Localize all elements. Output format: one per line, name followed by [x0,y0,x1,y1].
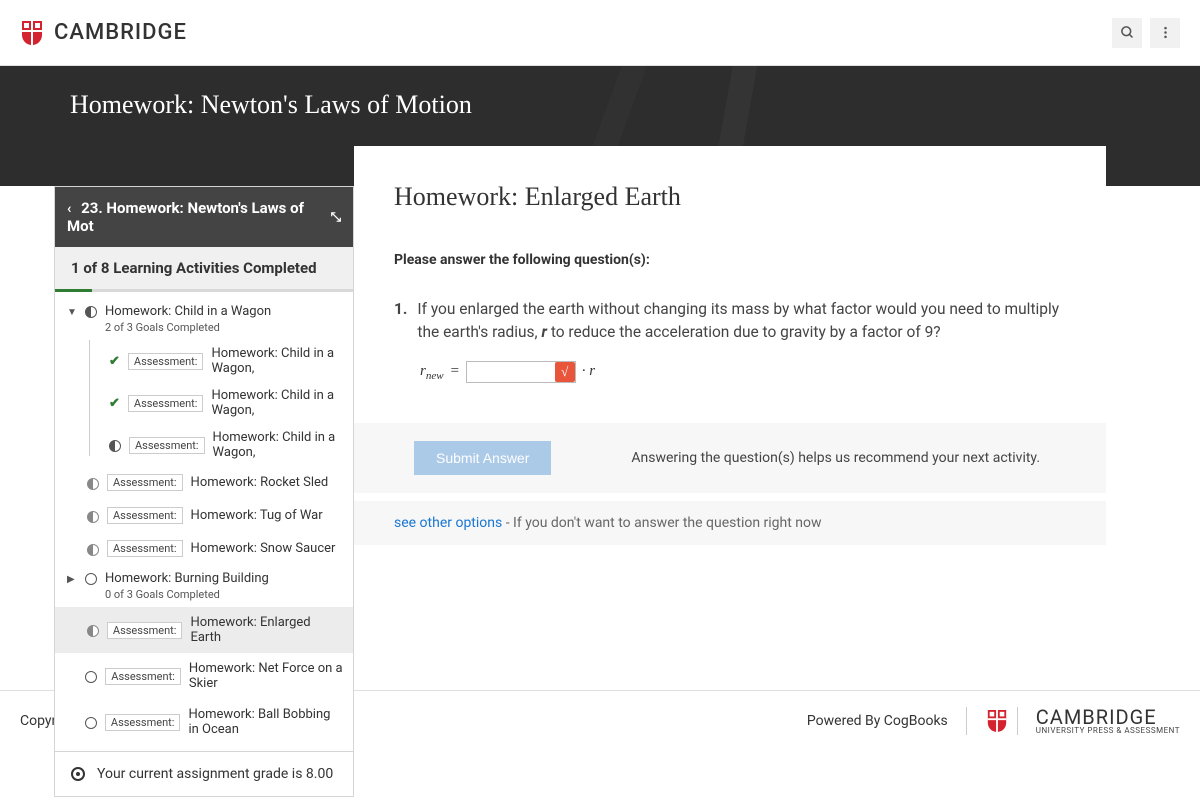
activity-title: Homework: Child in a Wagon, [211,388,343,418]
activity-row[interactable]: Assessment: Homework: Ball Bobbing in Oce… [55,699,353,745]
footer-shield-icon [985,707,1009,735]
chevron-left-icon: ‹ [67,201,71,217]
activity-title: Homework: Net Force on a Skier [189,661,343,691]
activity-title: Homework: Enlarged Earth [394,182,1066,212]
assessment-tag: Assessment: [105,668,181,685]
assessment-tag: Assessment: [107,507,183,524]
status-circle-icon [87,511,99,523]
question-text: If you enlarged the earth without changi… [417,298,1066,345]
expand-caret-icon[interactable]: ▼ [67,307,77,318]
assessment-tag: Assessment: [105,714,181,731]
activity-title: Homework: Rocket Sled [191,475,329,490]
search-icon[interactable] [1112,18,1142,48]
activity-row[interactable]: Assessment: Homework: Net Force on a Skie… [55,653,353,699]
sqrt-button[interactable]: √ [555,362,575,382]
progress-text: 1 of 8 Learning Activities Completed [55,247,353,289]
check-icon: ✔ [109,396,120,411]
activity-title: Homework: Ball Bobbing in Ocean [188,707,343,737]
brand-shield-icon [20,19,44,47]
equation-input-row: rnew = √ · r [420,361,1066,383]
status-circle-icon [85,717,97,729]
activity-tree: ▼ Homework: Child in a Wagon 2 of 3 Goals … [55,292,353,751]
top-bar: CAMBRIDGE [0,0,1200,66]
section-subtitle: 0 of 3 Goals Completed [105,588,269,601]
activity-title: Homework: Child in a Wagon, [211,346,343,376]
see-other-options-link[interactable]: see other options [394,515,502,531]
activity-row[interactable]: Assessment: Homework: Tug of War [55,499,353,532]
section-subtitle: 2 of 3 Goals Completed [105,321,271,334]
footer-brand: CAMBRIDGE UNIVERSITY PRESS & ASSESSMENT [1017,707,1180,735]
section-title: Homework: Child in a Wagon [105,304,271,319]
submit-button[interactable]: Submit Answer [414,441,551,475]
section-node[interactable]: ▶ Homework: Burning Building 0 of 3 Goals … [55,565,353,607]
assessment-tag: Assessment: [107,540,183,557]
expand-caret-icon[interactable]: ▶ [67,574,77,585]
status-circle-icon [85,671,97,683]
question-number: 1. [394,298,407,345]
section-title: Homework: Burning Building [105,571,269,586]
grade-text: Your current assignment grade is 8.00 [97,766,333,782]
assessment-tag: Assessment: [128,395,204,412]
activity-title: Homework: Tug of War [191,508,323,523]
assessment-tag: Assessment: [128,353,204,370]
top-actions [1112,18,1180,48]
grade-footer: Your current assignment grade is 8.00 [55,751,353,796]
other-options-strip: see other options - If you don't want to… [354,493,1106,545]
target-icon [71,767,85,781]
submit-strip: Submit Answer Answering the question(s) … [354,423,1106,493]
brand-text: CAMBRIDGE [54,20,187,45]
activity-title: Homework: Child in a Wagon, [213,430,343,460]
footer-powered: Powered By CogBooks [807,713,948,729]
status-circle-icon [87,478,99,490]
section-node[interactable]: ▼ Homework: Child in a Wagon 2 of 3 Goals … [55,298,353,340]
sidebar-back-label: 23. Homework: Newton's Laws of Mot [67,199,304,235]
activity-row[interactable]: Assessment: Homework: Enlarged Earth [55,607,353,653]
activity-row[interactable]: ✔ Assessment: Homework: Child in a Wagon, [85,340,353,382]
status-circle-icon [85,306,97,318]
collapse-icon[interactable]: ⤡ [331,210,341,225]
activity-row[interactable]: Assessment: Homework: Child in a Wagon, [85,424,353,466]
assessment-tag: Assessment: [107,622,183,639]
assessment-tag: Assessment: [129,437,205,454]
status-circle-icon [109,440,121,452]
activity-row[interactable]: Assessment: Homework: Rocket Sled [55,466,353,499]
sidebar-back[interactable]: ‹ 23. Homework: Newton's Laws of Mot ⤡ [55,187,353,247]
assessment-tag: Assessment: [107,474,183,491]
more-icon[interactable] [1150,18,1180,48]
brand[interactable]: CAMBRIDGE [20,19,187,47]
activity-title: Homework: Enlarged Earth [190,615,343,645]
question-1: 1. If you enlarged the earth without cha… [394,298,1066,345]
status-circle-icon [87,625,99,637]
page-title: Homework: Newton's Laws of Motion [70,90,1130,120]
section-children: ✔Assessment:Homework: Child in a Wagon,✔… [55,340,353,466]
main-card: Homework: Enlarged Earth Please answer t… [354,146,1106,570]
sidebar: ‹ 23. Homework: Newton's Laws of Mot ⤡ 1… [54,186,354,797]
prompt-header: Please answer the following question(s): [394,252,1066,268]
status-circle-icon [87,544,99,556]
submit-note: Answering the question(s) helps us recom… [631,450,1040,466]
activity-row[interactable]: Assessment: Homework: Snow Saucer [55,532,353,565]
activity-row[interactable]: ✔ Assessment: Homework: Child in a Wagon, [85,382,353,424]
activity-title: Homework: Snow Saucer [191,541,336,556]
status-circle-icon [85,573,97,585]
check-icon: ✔ [109,354,120,369]
